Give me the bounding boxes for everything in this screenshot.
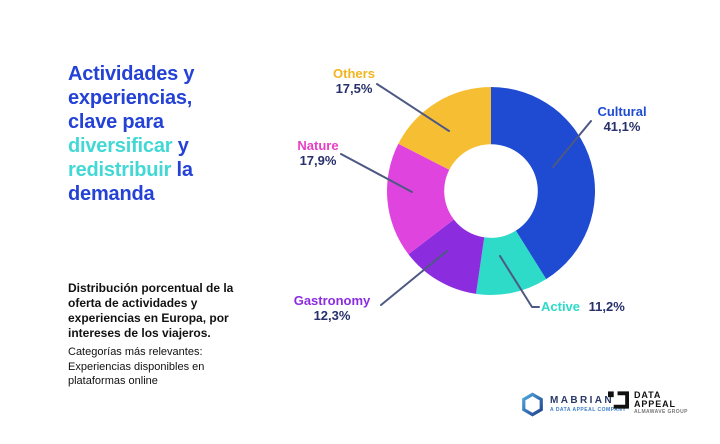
label-others-value: 17,5% xyxy=(335,81,373,96)
donut-slices xyxy=(387,87,595,296)
description-bold: Distribución porcentual de la oferta de … xyxy=(68,281,234,340)
leader-line-cultural xyxy=(552,120,592,168)
page-title-line: clave para xyxy=(68,110,258,134)
label-cultural-name: Cultural xyxy=(597,104,647,119)
label-others: Others 17,5% xyxy=(312,66,396,96)
page-title-segment: clave para xyxy=(68,111,164,133)
leader-line-gastronomy xyxy=(380,250,448,306)
description-note: Categorías más relevantes: Experiencias … xyxy=(68,346,205,387)
page-title-line: Actividades y xyxy=(68,62,258,86)
page-title-line: demanda xyxy=(68,182,258,206)
page-title-segment: diversificar xyxy=(68,135,173,157)
leader-lines xyxy=(340,83,592,308)
donut-slice-nature xyxy=(387,143,454,255)
page-title-segment: demanda xyxy=(68,183,155,205)
mabrian-logo-text: MABRIAN A DATA APPEAL COMPANY xyxy=(550,396,626,413)
label-gastronomy-name: Gastronomy xyxy=(293,293,371,308)
label-nature: Nature 17,9% xyxy=(280,138,356,168)
leader-line-others xyxy=(376,83,450,132)
label-gastronomy-value: 12,3% xyxy=(313,308,351,323)
mabrian-logo-tagline: A DATA APPEAL COMPANY xyxy=(550,407,627,413)
data-appeal-logo-line2: APPEAL xyxy=(634,398,676,409)
description-block: Distribución porcentual de la oferta de … xyxy=(68,281,253,389)
donut-slice-active xyxy=(476,230,547,296)
donut-slice-cultural xyxy=(491,87,595,280)
label-nature-value: 17,9% xyxy=(299,153,337,168)
page-title-segment: la xyxy=(171,159,193,181)
label-active-name: Active xyxy=(541,299,581,314)
label-gastronomy: Gastronomy 12,3% xyxy=(286,293,378,323)
page-title-line: redistribuir la xyxy=(68,158,258,182)
data-appeal-logo-line1: DATA xyxy=(634,390,662,400)
leader-line-active xyxy=(499,255,540,308)
label-nature-name: Nature xyxy=(297,138,339,153)
mabrian-logo: MABRIAN A DATA APPEAL COMPANY xyxy=(521,392,626,417)
page-title-segment: y xyxy=(172,135,189,157)
page-title-segment: experiencias, xyxy=(68,87,193,109)
label-others-name: Others xyxy=(333,66,375,81)
page-title: Actividades y experiencias, clave para dive… xyxy=(68,62,258,206)
data-appeal-bracket-icon xyxy=(608,391,629,409)
data-appeal-logo-text: DATA APPEAL ALMAWAVE GROUP xyxy=(634,391,688,415)
label-active: Active 11,2% xyxy=(541,299,661,314)
label-active-value: 11,2% xyxy=(588,299,625,314)
mabrian-logo-name: MABRIAN xyxy=(550,395,615,406)
page-title-segment: redistribuir xyxy=(68,159,172,181)
donut-slice-gastronomy xyxy=(408,219,485,294)
label-cultural: Cultural 41,1% xyxy=(583,104,661,134)
data-appeal-logo-tagline: ALMAWAVE GROUP xyxy=(634,409,688,415)
mabrian-hexagon-icon xyxy=(522,392,543,417)
page-title-line: experiencias, xyxy=(68,86,258,110)
label-cultural-value: 41,1% xyxy=(603,119,641,134)
page-title-segment: Actividades y xyxy=(68,63,195,85)
data-appeal-logo: DATA APPEAL ALMAWAVE GROUP xyxy=(608,391,688,415)
page-title-line: diversificar y xyxy=(68,134,258,158)
leader-line-nature xyxy=(340,153,413,193)
